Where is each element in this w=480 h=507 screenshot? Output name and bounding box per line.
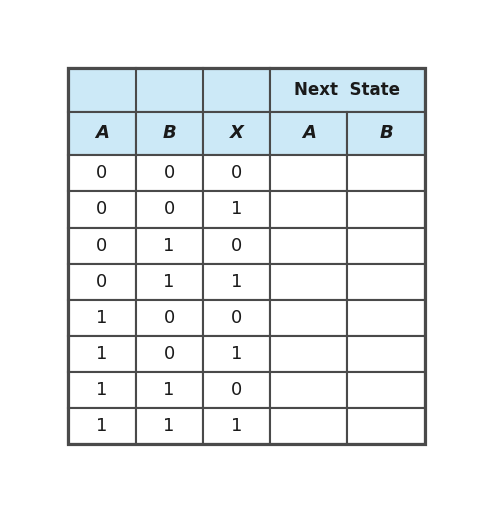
Text: 0: 0: [163, 309, 174, 327]
Bar: [203, 228, 269, 264]
Bar: [269, 264, 347, 300]
Text: 0: 0: [230, 237, 241, 255]
Bar: [347, 336, 424, 372]
Bar: [203, 372, 269, 408]
Bar: [68, 112, 135, 155]
Bar: [203, 408, 269, 444]
Text: 0: 0: [230, 381, 241, 399]
Bar: [68, 300, 135, 336]
Bar: [269, 372, 347, 408]
Text: Next  State: Next State: [294, 81, 399, 99]
Bar: [347, 112, 424, 155]
Bar: [347, 228, 424, 264]
Text: 0: 0: [230, 309, 241, 327]
Text: B: B: [162, 124, 176, 142]
Bar: [68, 228, 135, 264]
Bar: [203, 155, 269, 192]
Text: 0: 0: [96, 273, 108, 291]
Bar: [269, 228, 347, 264]
Bar: [269, 300, 347, 336]
Bar: [203, 336, 269, 372]
Bar: [68, 264, 135, 300]
Text: 1: 1: [96, 381, 108, 399]
Text: 0: 0: [163, 345, 174, 363]
Bar: [135, 228, 203, 264]
Bar: [68, 155, 135, 192]
Bar: [269, 68, 424, 112]
Text: A: A: [95, 124, 108, 142]
Text: 1: 1: [96, 309, 108, 327]
Bar: [347, 372, 424, 408]
Bar: [68, 68, 269, 112]
Bar: [269, 408, 347, 444]
Bar: [269, 155, 347, 192]
Bar: [68, 192, 135, 228]
Bar: [135, 336, 203, 372]
Text: 0: 0: [96, 200, 108, 219]
Bar: [135, 264, 203, 300]
Bar: [68, 372, 135, 408]
Bar: [203, 264, 269, 300]
Text: 0: 0: [163, 164, 174, 183]
Bar: [135, 155, 203, 192]
Text: 1: 1: [230, 417, 241, 435]
Text: 1: 1: [230, 273, 241, 291]
Text: 1: 1: [230, 345, 241, 363]
Text: 1: 1: [163, 237, 175, 255]
Bar: [269, 192, 347, 228]
Text: 1: 1: [163, 381, 175, 399]
Bar: [203, 300, 269, 336]
Text: 1: 1: [96, 417, 108, 435]
Text: X: X: [229, 124, 243, 142]
Bar: [135, 408, 203, 444]
Bar: [135, 112, 203, 155]
Bar: [135, 192, 203, 228]
Bar: [269, 112, 347, 155]
Text: 1: 1: [96, 345, 108, 363]
Bar: [135, 300, 203, 336]
Text: 1: 1: [230, 200, 241, 219]
Bar: [347, 264, 424, 300]
Text: 0: 0: [230, 164, 241, 183]
Text: B: B: [378, 124, 392, 142]
Text: 0: 0: [163, 200, 174, 219]
Bar: [68, 336, 135, 372]
Bar: [347, 192, 424, 228]
Text: 1: 1: [163, 273, 175, 291]
Bar: [269, 336, 347, 372]
Bar: [135, 372, 203, 408]
Text: A: A: [301, 124, 315, 142]
Bar: [347, 155, 424, 192]
Bar: [203, 112, 269, 155]
Bar: [347, 408, 424, 444]
Bar: [347, 300, 424, 336]
Text: 0: 0: [96, 237, 108, 255]
Bar: [203, 192, 269, 228]
Text: 0: 0: [96, 164, 108, 183]
Bar: [68, 408, 135, 444]
Text: 1: 1: [163, 417, 175, 435]
